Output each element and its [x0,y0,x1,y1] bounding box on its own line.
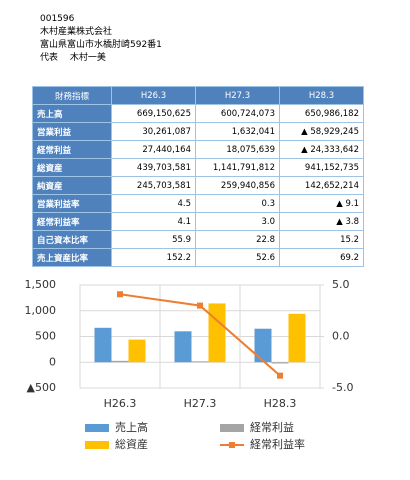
y-tick-label: 500 [35,330,56,343]
y2-tick-label: -5.0 [332,381,353,394]
financial-table: 財務指標 H26.3 H27.3 H28.3 売上高 669,150,625 600,724… [32,86,364,267]
bar [271,362,289,364]
representative: 代表 木村一美 [40,53,106,63]
row: 自己資本比率 55.9 22.8 15.2 [32,230,364,249]
cell: 142,652,214 [279,176,364,195]
legend-label: 総資産 [115,437,148,451]
y-tick-label: 0 [49,355,56,368]
bar [174,331,192,363]
legend-swatch [220,424,244,432]
cell: 1,141,791,812 [195,158,280,177]
y-tick-label: 1,500 [25,278,57,291]
cell: 18,075,639 [195,140,280,159]
bar [288,313,306,363]
bar [208,303,226,363]
plot-frame [79,284,321,389]
legend-label: 経常利益 [250,420,294,434]
cell: ▲ 24,333,642 [279,140,364,159]
row-header: 営業利益率 [32,194,112,213]
cell: 152.2 [111,248,196,267]
legend-swatch-marker [229,442,235,448]
legend-swatch [85,424,109,432]
row: 売上高 669,150,625 600,724,073 650,986,182 [32,104,364,123]
cell: 27,440,164 [111,140,196,159]
row-header: 売上高 [32,104,112,123]
header: 001596 木村産業株式会社 富山県富山市水橋肘崎592番1 代表 木村一美 [40,13,162,65]
bar [254,328,272,363]
cell: 3.0 [195,212,280,231]
x-tick-label: H27.3 [184,397,217,410]
cell: 30,261,087 [111,122,196,141]
line-marker [277,372,283,379]
row: 純資産 245,703,581 259,940,856 142,652,214 [32,176,364,195]
cell: 941,152,735 [279,158,364,177]
bar [111,360,129,363]
cell: 600,724,073 [195,104,280,123]
line-marker [117,291,123,298]
line-marker [197,302,203,309]
bar [94,327,112,363]
cell: 52.6 [195,248,280,267]
row-header: 売上資産比率 [32,248,112,267]
row: 営業利益 30,261,087 1,632,041 ▲ 58,929,245 [32,122,364,141]
company: 木村産業株式会社 [40,27,113,37]
cell: 439,703,581 [111,158,196,177]
legend-label: 経常利益率 [250,437,305,451]
legend-swatch [85,441,109,449]
chart: ▲500 0 500 1,000 1,500 -5.0 0.0 5.0 H26.3 H27.3 H2… [25,278,354,451]
row-header: 経常利益率 [32,212,112,231]
y-tick-label: ▲500 [27,381,56,394]
column-header: H26.3 [111,86,196,105]
row-header: 純資産 [32,176,112,195]
row-header: 経常利益 [32,140,112,159]
cell: 245,703,581 [111,176,196,195]
legend-label: 売上高 [115,420,148,434]
row: 営業利益率 4.5 0.3 ▲ 9.1 [32,194,364,213]
cell: 55.9 [111,230,196,249]
column-header: 財務指標 [32,86,112,105]
cell: 669,150,625 [111,104,196,123]
cell: 1,632,041 [195,122,280,141]
cell: ▲ 58,929,245 [279,122,364,141]
code: 001596 [40,14,75,24]
row-header: 営業利益 [32,122,112,141]
cell: 69.2 [279,248,364,267]
cell: ▲ 3.8 [279,212,364,231]
column-header: H27.3 [195,86,280,105]
y-tick-label: 1,000 [25,304,57,317]
row: 経常利益率 4.1 3.0 ▲ 3.8 [32,212,364,231]
column-header: H28.3 [279,86,364,105]
y2-tick-label: 0.0 [332,330,350,343]
row: 総資産 439,703,581 1,141,791,812 941,152,735 [32,158,364,177]
address: 富山県富山市水橋肘崎592番1 [40,40,162,50]
x-tick-label: H26.3 [104,397,137,410]
row-header: 自己資本比率 [32,230,112,249]
row: 売上資産比率 152.2 52.6 69.2 [32,248,364,267]
row: 経常利益 27,440,164 18,075,639 ▲ 24,333,642 [32,140,364,159]
bar [191,361,209,363]
cell: 15.2 [279,230,364,249]
cell: 4.1 [111,212,196,231]
cell: 22.8 [195,230,280,249]
bar [128,339,146,363]
header-row: 財務指標 H26.3 H27.3 H28.3 [32,86,364,105]
cell: 259,940,856 [195,176,280,195]
row-header: 総資産 [32,158,112,177]
x-tick-label: H28.3 [264,397,297,410]
cell: 650,986,182 [279,104,364,123]
cell: ▲ 9.1 [279,194,364,213]
cell: 4.5 [111,194,196,213]
cell: 0.3 [195,194,280,213]
y2-tick-label: 5.0 [332,278,350,291]
